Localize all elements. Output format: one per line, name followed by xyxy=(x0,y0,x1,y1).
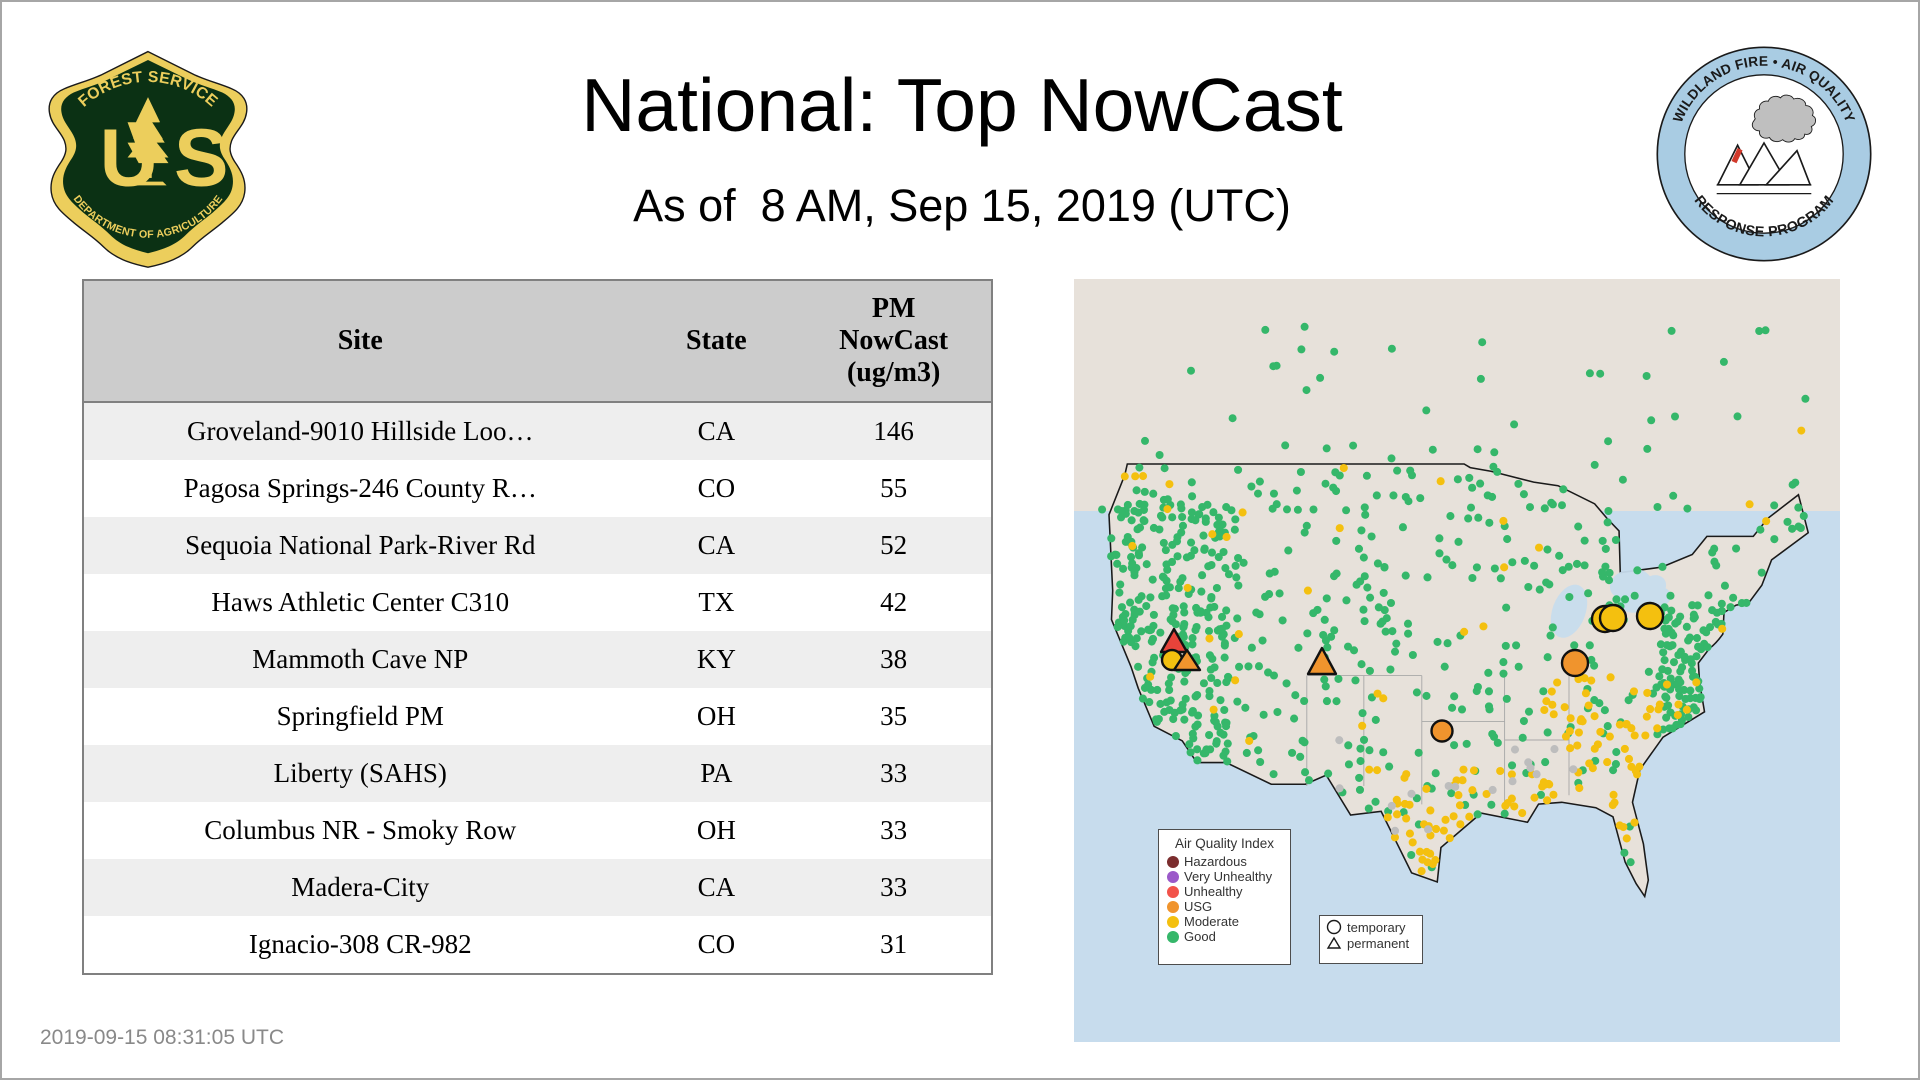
svg-text:S: S xyxy=(174,112,229,203)
